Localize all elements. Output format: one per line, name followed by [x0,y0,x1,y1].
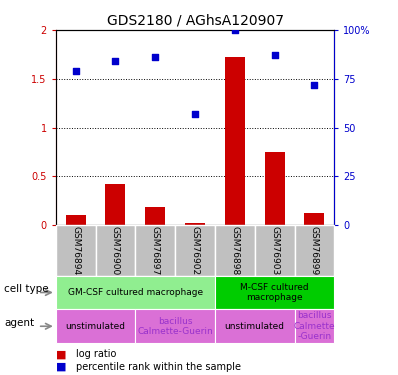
Point [311,82,318,88]
Text: GSM76898: GSM76898 [230,226,239,275]
Text: bacillus
Calmette
-Guerin: bacillus Calmette -Guerin [294,311,335,341]
Bar [265,152,285,225]
Bar [135,225,175,276]
Text: GM-CSF cultured macrophage: GM-CSF cultured macrophage [68,288,203,297]
Point [72,68,79,74]
Point [271,53,278,58]
Bar [56,225,96,276]
Text: GSM76902: GSM76902 [191,226,199,275]
Bar [295,309,334,343]
Text: bacillus
Calmette-Guerin: bacillus Calmette-Guerin [137,316,213,336]
Text: GSM76897: GSM76897 [151,226,160,275]
Point [232,27,238,33]
Bar [66,215,86,225]
Bar [56,309,135,343]
Text: ■: ■ [56,362,66,372]
Text: unstimulated: unstimulated [66,322,125,331]
Bar [295,225,334,276]
Text: agent: agent [4,318,34,327]
Text: GSM76899: GSM76899 [310,226,319,275]
Bar [105,184,125,225]
Text: log ratio: log ratio [76,350,116,359]
Text: GSM76900: GSM76900 [111,226,120,275]
Text: ■: ■ [56,350,66,359]
Bar [145,207,165,225]
Bar [255,225,295,276]
Bar [215,276,334,309]
Text: percentile rank within the sample: percentile rank within the sample [76,362,241,372]
Point [192,111,198,117]
Point [112,58,119,64]
Bar [175,225,215,276]
Title: GDS2180 / AGhsA120907: GDS2180 / AGhsA120907 [107,13,283,27]
Text: M-CSF cultured
macrophage: M-CSF cultured macrophage [240,283,309,302]
Text: cell type: cell type [4,284,49,294]
Bar [215,309,295,343]
Bar [185,223,205,225]
Text: unstimulated: unstimulated [225,322,285,331]
Bar [225,57,245,225]
Text: GSM76894: GSM76894 [71,226,80,275]
Bar [135,309,215,343]
Point [152,54,158,60]
Text: GSM76903: GSM76903 [270,226,279,275]
Bar [215,225,255,276]
Bar [56,276,215,309]
Bar [96,225,135,276]
Bar [304,213,324,225]
